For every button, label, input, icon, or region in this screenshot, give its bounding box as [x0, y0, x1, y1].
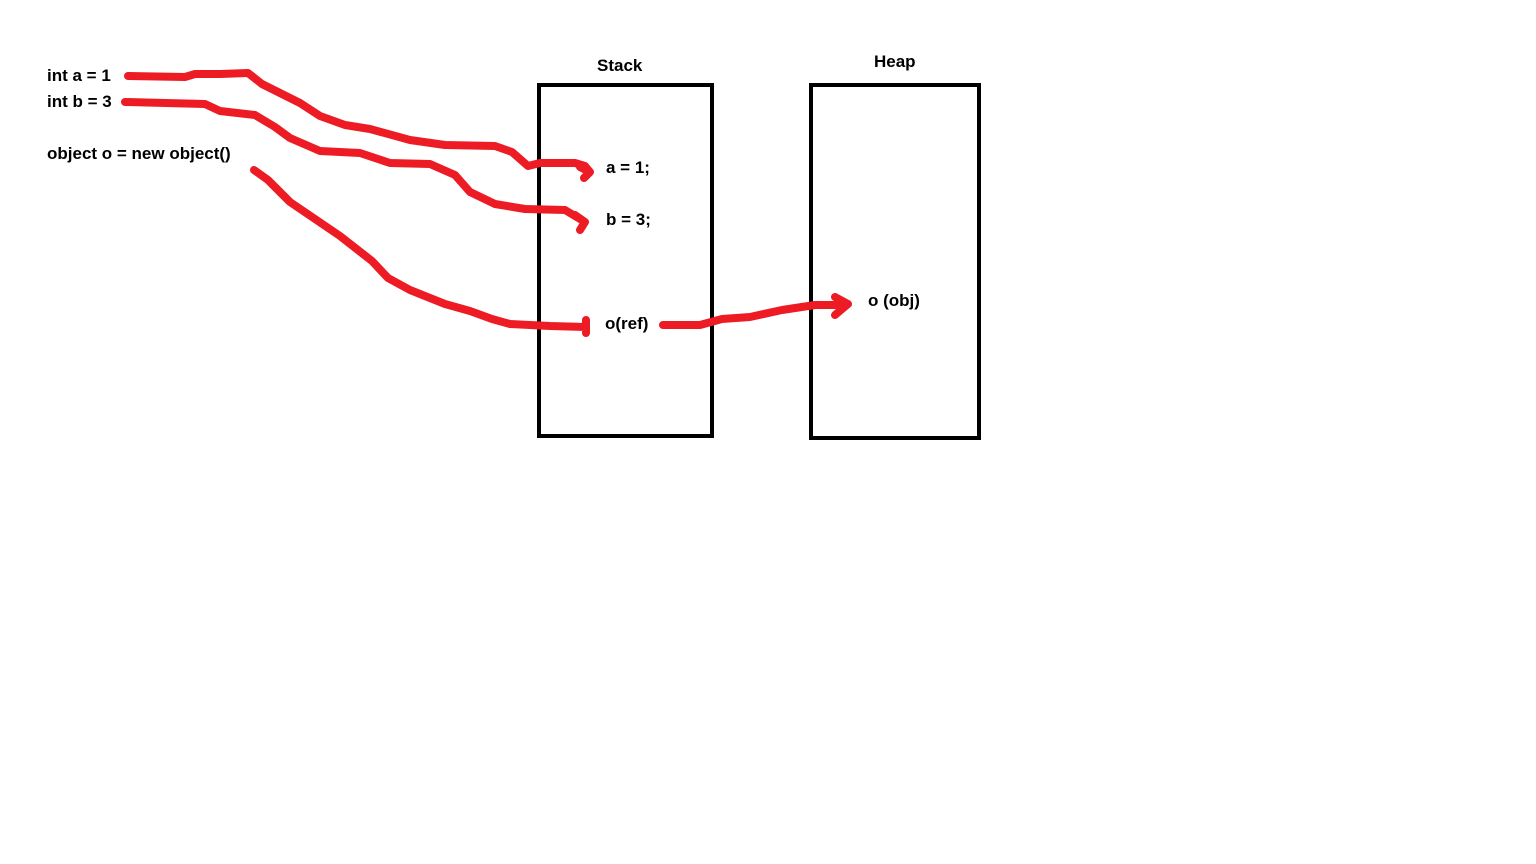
stack-entry-b: b = 3;	[606, 210, 651, 229]
arrow-a-to-stack	[124, 69, 594, 182]
stack-entry-o-ref: o(ref)	[605, 314, 649, 333]
heap-entry-o-obj: o (obj)	[868, 291, 920, 310]
code-line-int-b: int b = 3	[47, 92, 112, 111]
stack-entry-a: a = 1;	[606, 158, 650, 177]
arrow-o-to-stack	[250, 166, 590, 337]
heap-box	[809, 83, 981, 440]
stack-box	[537, 83, 714, 438]
code-line-object-o: object o = new object()	[47, 144, 231, 163]
stack-title: Stack	[597, 56, 643, 75]
heap-title: Heap	[874, 52, 916, 71]
arrow-ref-to-heap	[659, 293, 852, 329]
code-line-int-a: int a = 1	[47, 66, 111, 85]
arrow-b-to-stack	[121, 98, 589, 234]
